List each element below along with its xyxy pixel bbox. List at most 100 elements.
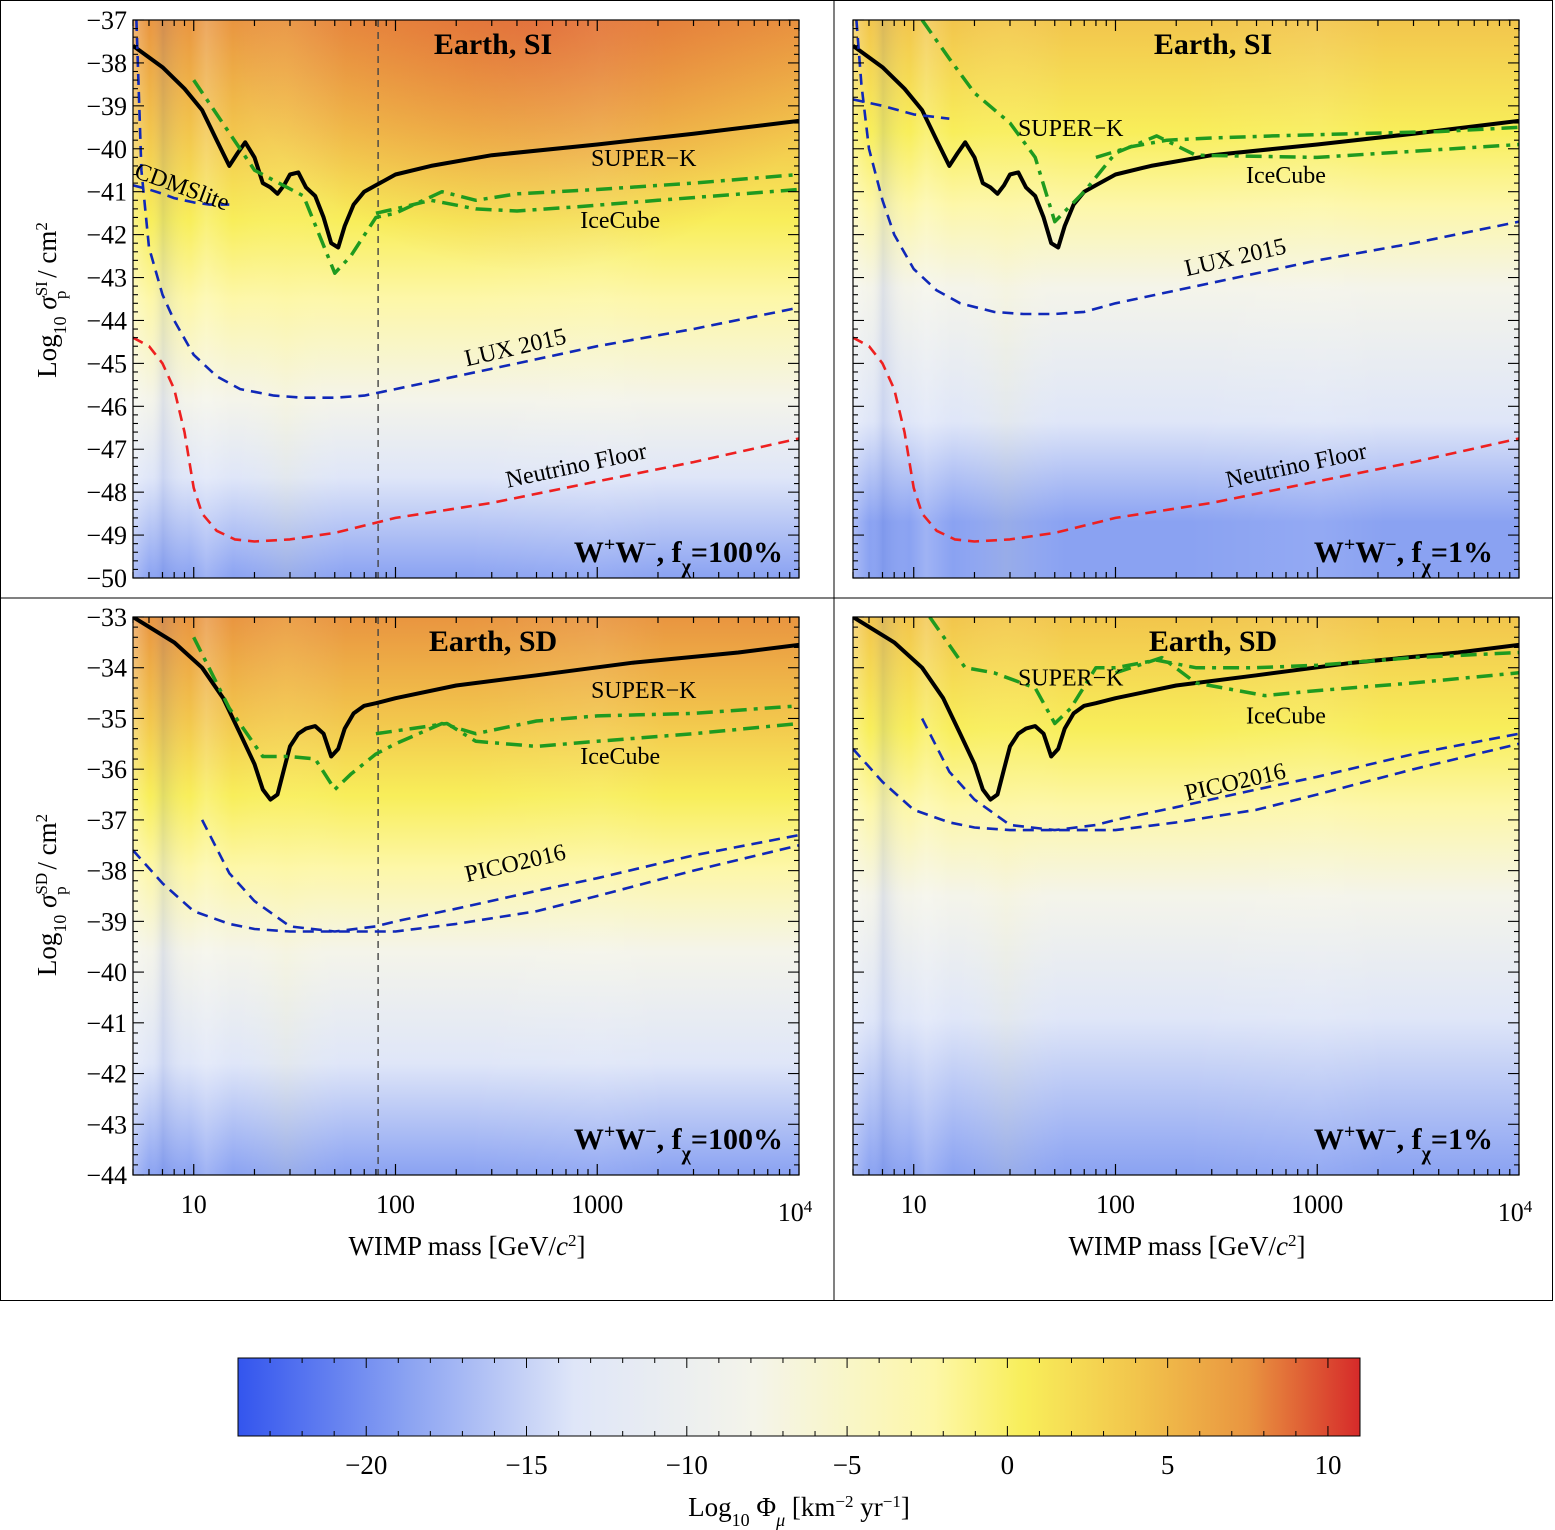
y-tick-label: −46 (86, 392, 127, 421)
series-pico2016-b (853, 742, 1519, 832)
colorbar-tick-label: 0 (1001, 1450, 1015, 1480)
y-tick-label: −47 (86, 435, 127, 464)
series-super-k (192, 79, 799, 275)
y-tick-label: −40 (86, 135, 127, 164)
y-tick-label: −38 (86, 49, 127, 78)
y-tick-label: −44 (86, 1161, 127, 1190)
y-axis-label-si: Log10 σSIp / cm2 (32, 222, 71, 378)
y-tick-label: −41 (86, 178, 127, 207)
colorbar-gradient (237, 1357, 1361, 1437)
curve-label: IceCube (1246, 163, 1326, 189)
colorbar-tick-label: −5 (833, 1450, 862, 1480)
x-axis-label-right: WIMP mass [GeV/c2] (1069, 1231, 1306, 1262)
frames (0, 0, 1553, 1301)
series-cdmslite (853, 98, 950, 120)
series-pico2016-b (133, 844, 799, 933)
series-super-k (192, 636, 799, 792)
plot-frame (132, 616, 800, 1176)
series-limit (133, 44, 799, 250)
x-tick-label: 10 (901, 1190, 927, 1219)
x-tick-label: 10 (181, 1190, 207, 1219)
colorbar-tick-label: 5 (1161, 1450, 1175, 1480)
colorbar-label: Log10 Φμ [km−2 yr−1] (688, 1492, 910, 1530)
y-tick-label: −49 (86, 521, 127, 550)
colorbar-tick-label: −15 (505, 1450, 547, 1480)
curve-label: IceCube (580, 208, 660, 234)
colorbar-tick-label: 10 (1314, 1450, 1341, 1480)
y-tick-label: −38 (86, 857, 127, 886)
x-axis-label-left: WIMP mass [GeV/c2] (349, 1231, 586, 1262)
x-tick-label: 100 (1096, 1190, 1135, 1219)
channel-label: W+W−, fχ=1% (1314, 534, 1493, 578)
colorbar-tick-label: −20 (345, 1450, 387, 1480)
y-axis-label-sd: Log10 σSDp / cm2 (32, 814, 71, 976)
channel-label: W+W−, fχ=100% (574, 534, 783, 578)
x-tick-label: 100 (376, 1190, 415, 1219)
y-tick-label: −37 (86, 6, 127, 35)
heatmap-hotspot (133, 20, 799, 578)
series-neutrino-floor (853, 336, 1519, 543)
y-tick-label: −43 (86, 1110, 127, 1139)
y-tick-label: −34 (86, 654, 127, 683)
panel-sd-100: −44 −43 −42 −41 −40 −39 −38 −37 −36 −35 −34 −33 10 10… (86, 603, 812, 1227)
colorbar-tick-label: −10 (666, 1450, 708, 1480)
x-tick-label: 104 (778, 1197, 813, 1228)
curve-label: SUPER−K (1018, 116, 1124, 142)
panel-title: Earth, SI (1154, 28, 1272, 61)
channel-label: W+W−, fχ=1% (1314, 1121, 1493, 1165)
y-tick-label: −39 (86, 92, 127, 121)
y-tick-label: −35 (86, 704, 127, 733)
curve-label: SUPER−K (591, 678, 697, 704)
y-tick-label: −41 (86, 1009, 127, 1038)
curve-label: IceCube (580, 744, 660, 770)
panel-si-100: −50 −49 −48 −47 −46 −45 −44 −43 −42 −41 −40 −39 −38 −… (86, 6, 800, 593)
y-tick-label: −48 (86, 478, 127, 507)
series-pico2016-a (920, 717, 1519, 832)
y-tick-label: −33 (86, 603, 127, 632)
y-tick-label: −50 (86, 564, 127, 593)
channel-label: W+W−, fχ=100% (574, 1121, 783, 1165)
plot-frame (852, 616, 1520, 1176)
series-neutrino-floor (133, 336, 799, 543)
y-tick-label: −44 (86, 306, 127, 335)
y-tick-label: −45 (86, 349, 127, 378)
colorbar: −20 −15 −10 −5 0 5 10 Log10 Φμ [km−2 yr−1] (237, 1357, 1361, 1530)
series-cdmslite (133, 184, 230, 206)
plot-frame (852, 19, 1520, 579)
x-tick-label: 1000 (571, 1190, 623, 1219)
series-limit (133, 617, 799, 802)
y-tick-label: −36 (86, 755, 127, 784)
x-tick-label: 1000 (1291, 1190, 1343, 1219)
curve-label: IceCube (1246, 704, 1326, 730)
y-tick-label: −37 (86, 806, 127, 835)
series-pico2016-a (200, 819, 799, 933)
series-icecube (1095, 125, 1519, 160)
y-tick-label: −40 (86, 958, 127, 987)
curve-label: SUPER−K (1018, 665, 1124, 691)
y-tick-label: −43 (86, 264, 127, 293)
series-icecube (375, 721, 799, 749)
series-limit (853, 44, 1519, 250)
series-cdmslite-steep (135, 20, 799, 399)
curve-label: SUPER−K (591, 146, 697, 172)
series-icecube (375, 187, 799, 215)
heatmap-texture (853, 617, 1519, 1175)
panel-title: Earth, SI (434, 28, 552, 61)
series-super-k (920, 20, 1519, 224)
heatmap-texture (133, 617, 799, 1175)
series-limit (853, 617, 1519, 802)
outer-frame (0, 0, 1553, 1301)
x-tick-label: 104 (1498, 1197, 1533, 1228)
panel-title: Earth, SD (1149, 625, 1277, 658)
panel-sd-1: 10 100 1000 104 Earth, SD SUPER−KIceCubePIC… (852, 616, 1533, 1228)
y-tick-label: −42 (86, 1060, 127, 1089)
series-cdmslite-steep (855, 20, 1519, 316)
panel-title: Earth, SD (429, 625, 557, 658)
y-tick-label: −42 (86, 221, 127, 250)
plot-frame (132, 19, 800, 579)
y-tick-label: −39 (86, 907, 127, 936)
heatmap-texture (853, 20, 1519, 578)
series-icecube (1114, 655, 1519, 698)
